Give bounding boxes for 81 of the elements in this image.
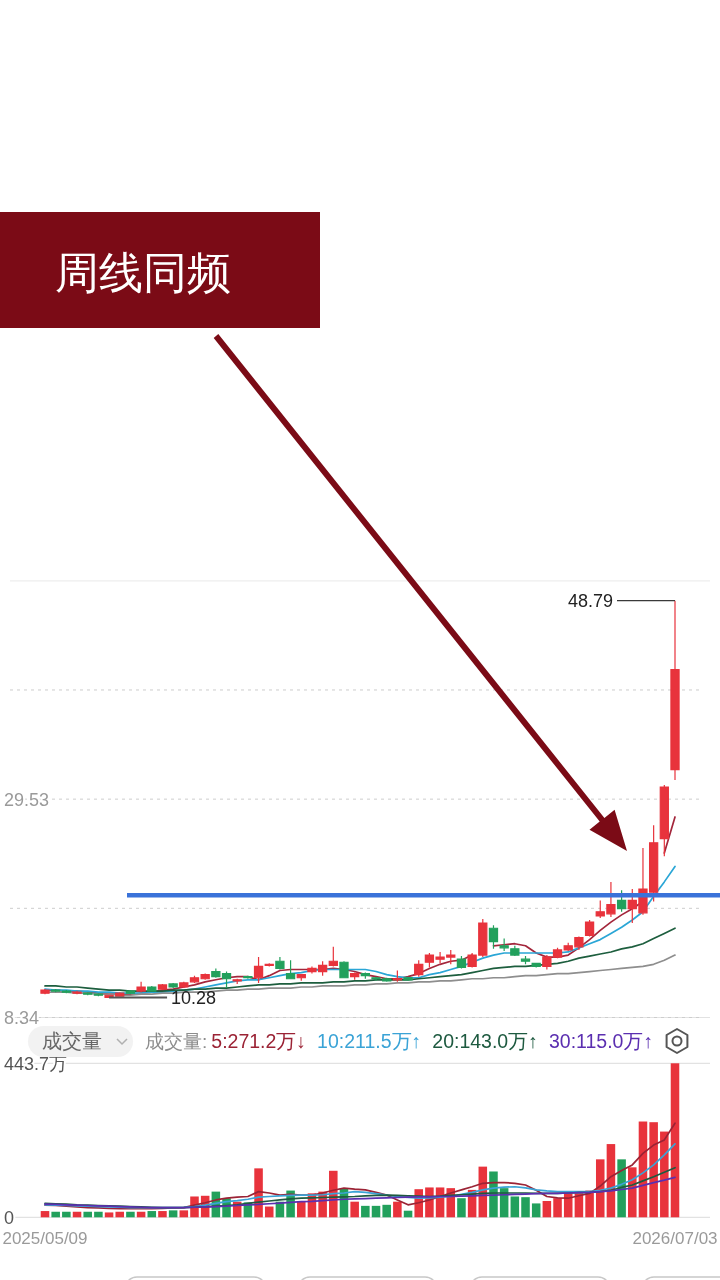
candlestick	[264, 962, 274, 967]
bar	[147, 1211, 157, 1218]
candlestick	[670, 600, 680, 781]
bar	[40, 1211, 50, 1218]
bar	[168, 1210, 178, 1218]
candlestick	[659, 784, 669, 857]
candlestick	[125, 989, 136, 995]
line-series	[44, 1176, 676, 1209]
bar	[542, 1200, 552, 1218]
chart-title: 周线同频	[55, 248, 231, 297]
bar	[670, 1063, 680, 1218]
annotation: 48.79	[567, 591, 676, 612]
bar	[393, 1201, 402, 1218]
bar	[62, 1211, 71, 1218]
annotation: 48.79	[567, 591, 613, 612]
bar	[531, 1203, 541, 1218]
legend: 成交量: 5:271.2万↓ 10:211.5万↑ 20:143.0万↑ 30:115.0万↑	[145, 1030, 654, 1052]
candlestick	[531, 962, 541, 969]
bar	[382, 1204, 391, 1218]
title: 周线同频	[0, 212, 320, 328]
bar	[628, 1167, 637, 1218]
y-tick-label: 8.34	[4, 1007, 40, 1028]
candlestick	[72, 990, 82, 995]
bar	[126, 1211, 135, 1218]
candlestick	[136, 981, 146, 993]
bar	[83, 1211, 92, 1218]
candlestick	[360, 971, 370, 980]
line-series	[44, 927, 676, 992]
bar	[361, 1205, 370, 1218]
bar	[179, 1210, 189, 1218]
candlestick	[243, 975, 253, 980]
bar	[51, 1211, 60, 1218]
bar	[595, 1159, 605, 1218]
chart-title: 成交量	[42, 1030, 102, 1052]
candlestick	[499, 937, 509, 952]
y-tick-label: 0	[4, 1207, 15, 1228]
bar	[553, 1198, 562, 1218]
x-tick-label: 2025/05/09	[2, 1229, 88, 1249]
candlestick	[253, 956, 264, 984]
title: 成交量	[28, 1026, 133, 1057]
candlestick	[403, 976, 413, 982]
candlestick	[147, 985, 157, 992]
bar	[649, 1122, 658, 1218]
x-tick-label: 2026/07/03	[632, 1229, 718, 1249]
candlestick	[296, 974, 306, 982]
candlestick	[456, 955, 467, 970]
candlestick	[616, 889, 627, 913]
candlestick	[510, 945, 520, 957]
candlestick	[285, 959, 296, 980]
candlestick	[392, 969, 403, 983]
bar	[457, 1198, 466, 1218]
bar	[510, 1196, 520, 1218]
bar	[297, 1201, 306, 1218]
candlestick	[51, 988, 61, 993]
candlestick	[83, 991, 93, 996]
candlestick	[584, 919, 595, 938]
candlestick	[414, 959, 424, 978]
candlestick	[350, 971, 360, 981]
bar	[94, 1211, 103, 1218]
bar	[264, 1206, 274, 1218]
candlestick	[168, 982, 178, 989]
bar	[350, 1201, 359, 1218]
bar	[104, 1212, 114, 1218]
candlestick	[157, 983, 168, 991]
candlestick	[520, 955, 531, 965]
line-series	[44, 1122, 676, 1210]
candlestick	[328, 946, 338, 967]
candlestick	[488, 924, 499, 950]
candlestick	[93, 992, 104, 997]
bar	[521, 1197, 530, 1218]
annotation: 10.28	[108, 988, 217, 1008]
annotation: 10.28	[171, 988, 217, 1009]
candlestick	[61, 989, 72, 994]
bar	[115, 1211, 125, 1218]
bar	[158, 1211, 167, 1218]
candlestick	[232, 978, 242, 985]
candlestick	[40, 988, 50, 995]
y-tick-label: 29.53	[4, 789, 50, 810]
bar	[371, 1205, 381, 1218]
candlestick	[339, 960, 349, 979]
candlestick	[275, 956, 285, 971]
